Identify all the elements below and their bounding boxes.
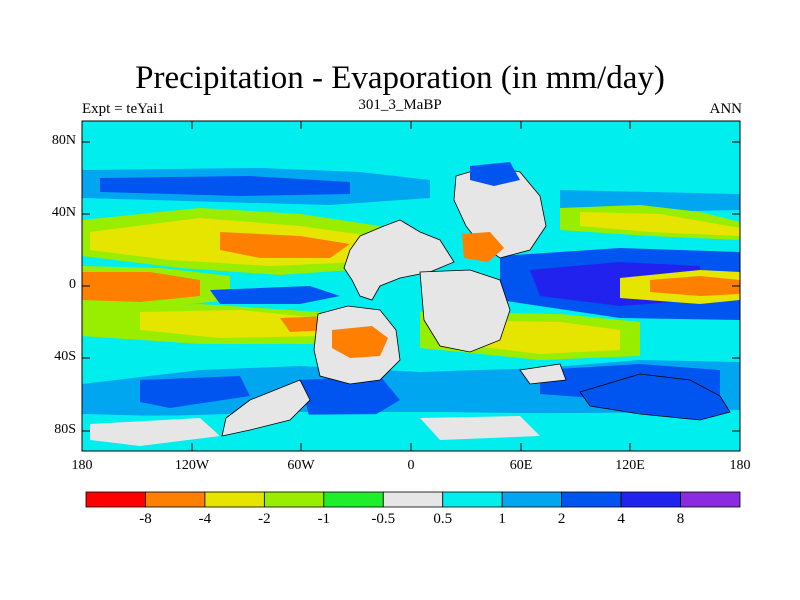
lon-tick-label: 120W	[174, 458, 210, 473]
colorbar-label: 1	[498, 511, 506, 527]
colorbar-label: 2	[557, 511, 566, 527]
colorbar-swatch	[620, 491, 681, 508]
lon-tick-label: 60W	[287, 458, 315, 473]
experiment-label: Expt = teYai1	[82, 101, 165, 117]
lat-tick-label: 80N	[51, 133, 76, 148]
colorbar-swatch	[263, 491, 325, 508]
colorbar-label: -8	[139, 511, 152, 527]
lon-tick-label: 180	[729, 458, 751, 473]
colorbar-swatch	[561, 491, 622, 508]
colorbar-label: -0.5	[371, 511, 396, 527]
time-label: 301_3_MaBP	[358, 97, 442, 113]
lon-tick-label: 180	[71, 458, 93, 473]
lat-tick-label: 80S	[54, 422, 76, 437]
colorbar	[85, 491, 741, 508]
lat-tick-label: 40S	[54, 349, 76, 364]
map-title: Precipitation - Evaporation (in mm/day)	[135, 60, 665, 96]
colorbar-swatch	[382, 491, 444, 508]
colorbar-label: 0.5	[433, 511, 453, 527]
colorbar-label: -4	[198, 511, 212, 527]
season-label: ANN	[709, 101, 743, 117]
lon-tick-label: 60E	[509, 458, 533, 473]
colorbar-label: -1	[317, 511, 331, 527]
lat-tick-label: 0	[69, 277, 76, 292]
colorbar-label: 8	[676, 511, 685, 527]
colorbar-swatch	[680, 491, 741, 508]
colorbar-swatch	[501, 491, 563, 508]
colorbar-label: 4	[617, 511, 625, 527]
map-ticks	[81, 121, 741, 451]
lon-tick-label: 120E	[615, 458, 645, 473]
colorbar-swatch	[323, 491, 384, 508]
lat-tick-label: 40N	[51, 205, 76, 220]
colorbar-label: -2	[258, 511, 271, 527]
lon-tick-label: 0	[407, 458, 415, 473]
colorbar-swatch	[85, 491, 146, 508]
colorbar-swatch	[442, 491, 503, 508]
colorbar-swatch	[145, 491, 206, 508]
colorbar-swatch	[204, 491, 265, 508]
map-field	[82, 121, 740, 451]
